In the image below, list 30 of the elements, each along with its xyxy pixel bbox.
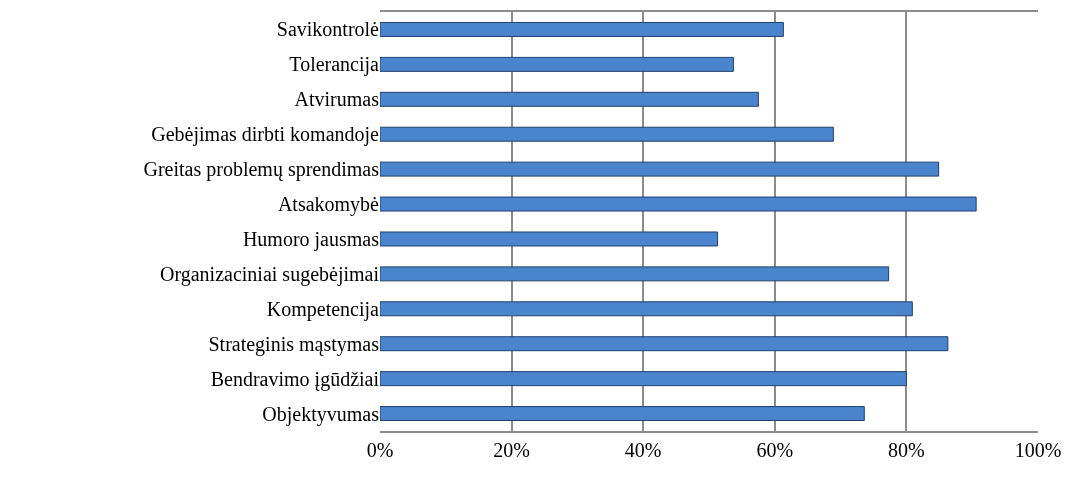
x-tick-label: 0% [366, 438, 394, 461]
y-tick-label: Atsakomybė [277, 193, 380, 217]
bar [380, 21, 784, 37]
y-tick-label: Savikontrolė [276, 18, 380, 41]
y-tick-label: Gebėjimas dirbti komandoje [151, 123, 380, 147]
bar [380, 266, 890, 282]
y-tick-label: Atvirumas [294, 88, 380, 111]
bar [380, 336, 949, 352]
y-tick-label: Strateginis mąstymas [208, 332, 380, 356]
bar [380, 231, 719, 247]
y-tick-label: Greitas problemų sprendimas [143, 158, 380, 182]
x-tick-label: 40% [624, 438, 662, 461]
x-tick-label: 80% [888, 438, 925, 461]
bar [380, 161, 940, 177]
y-tick-label: Kompetencija [266, 297, 380, 321]
y-tick-label: Organizaciniai sugebėjimai [160, 262, 380, 286]
bar [380, 196, 977, 212]
bar [380, 126, 834, 142]
x-tick-label: 100% [1014, 438, 1062, 461]
y-tick-label: Bendravimo įgūdžiai [210, 367, 380, 391]
y-tick-label: Humoro jausmas [242, 227, 380, 251]
bar [380, 301, 913, 317]
y-tick-label: Tolerancija [289, 53, 380, 77]
bar [380, 371, 907, 387]
x-tick-label: 20% [493, 438, 530, 461]
x-tick-label: 60% [756, 438, 794, 461]
bar [380, 91, 759, 107]
y-tick-label: Objektyvumas [262, 402, 380, 426]
bar [380, 56, 734, 72]
bar [380, 406, 865, 422]
